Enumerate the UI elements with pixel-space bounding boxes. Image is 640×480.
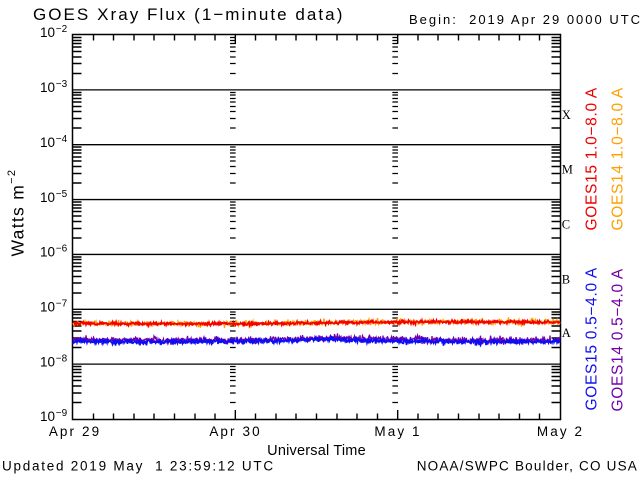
svg-text:−6: −6: [56, 244, 68, 255]
svg-text:A: A: [562, 326, 571, 340]
svg-text:10: 10: [40, 409, 55, 424]
svg-text:10: 10: [40, 354, 55, 369]
svg-text:Apr 30: Apr 30: [209, 424, 261, 439]
svg-text:−7: −7: [56, 299, 68, 310]
svg-text:GOES14 0.5−4.0 A: GOES14 0.5−4.0 A: [610, 268, 627, 411]
svg-text:10: 10: [40, 80, 55, 95]
svg-text:10: 10: [40, 190, 55, 205]
svg-text:10: 10: [40, 135, 55, 150]
svg-text:Begin: 2019 Apr 29 0000 UTC: Begin: 2019 Apr 29 0000 UTC: [409, 12, 640, 27]
svg-text:GOES15 0.5−4.0 A: GOES15 0.5−4.0 A: [584, 267, 601, 410]
svg-text:May 2: May 2: [537, 424, 584, 439]
svg-text:10: 10: [40, 245, 55, 260]
svg-text:Updated 2019 May 1 23:59:12 U: Updated 2019 May 1 23:59:12 UTC: [2, 459, 275, 474]
svg-text:Universal Time: Universal Time: [267, 443, 366, 459]
svg-text:GOES15 1.0−8.0 A: GOES15 1.0−8.0 A: [584, 87, 601, 230]
svg-text:−9: −9: [56, 408, 68, 419]
svg-text:−3: −3: [56, 79, 68, 90]
svg-text:10: 10: [40, 300, 55, 315]
svg-text:10: 10: [40, 25, 55, 40]
svg-text:C: C: [562, 218, 570, 232]
svg-text:GOES Xray Flux (1−minute data): GOES Xray Flux (1−minute data): [33, 5, 344, 24]
svg-text:−5: −5: [56, 189, 68, 200]
svg-text:NOAA/SWPC Boulder, CO USA: NOAA/SWPC Boulder, CO USA: [417, 459, 638, 474]
svg-text:M: M: [562, 163, 573, 177]
svg-text:Watts m−2: Watts m−2: [6, 169, 28, 257]
svg-text:May 1: May 1: [374, 424, 421, 439]
svg-text:−8: −8: [56, 353, 68, 364]
svg-text:X: X: [562, 108, 571, 122]
svg-text:B: B: [562, 272, 570, 286]
svg-text:Apr 29: Apr 29: [49, 424, 101, 439]
svg-text:GOES14 1.0−8.0 A: GOES14 1.0−8.0 A: [610, 87, 627, 230]
svg-text:−4: −4: [56, 134, 68, 145]
svg-text:−2: −2: [56, 24, 68, 35]
